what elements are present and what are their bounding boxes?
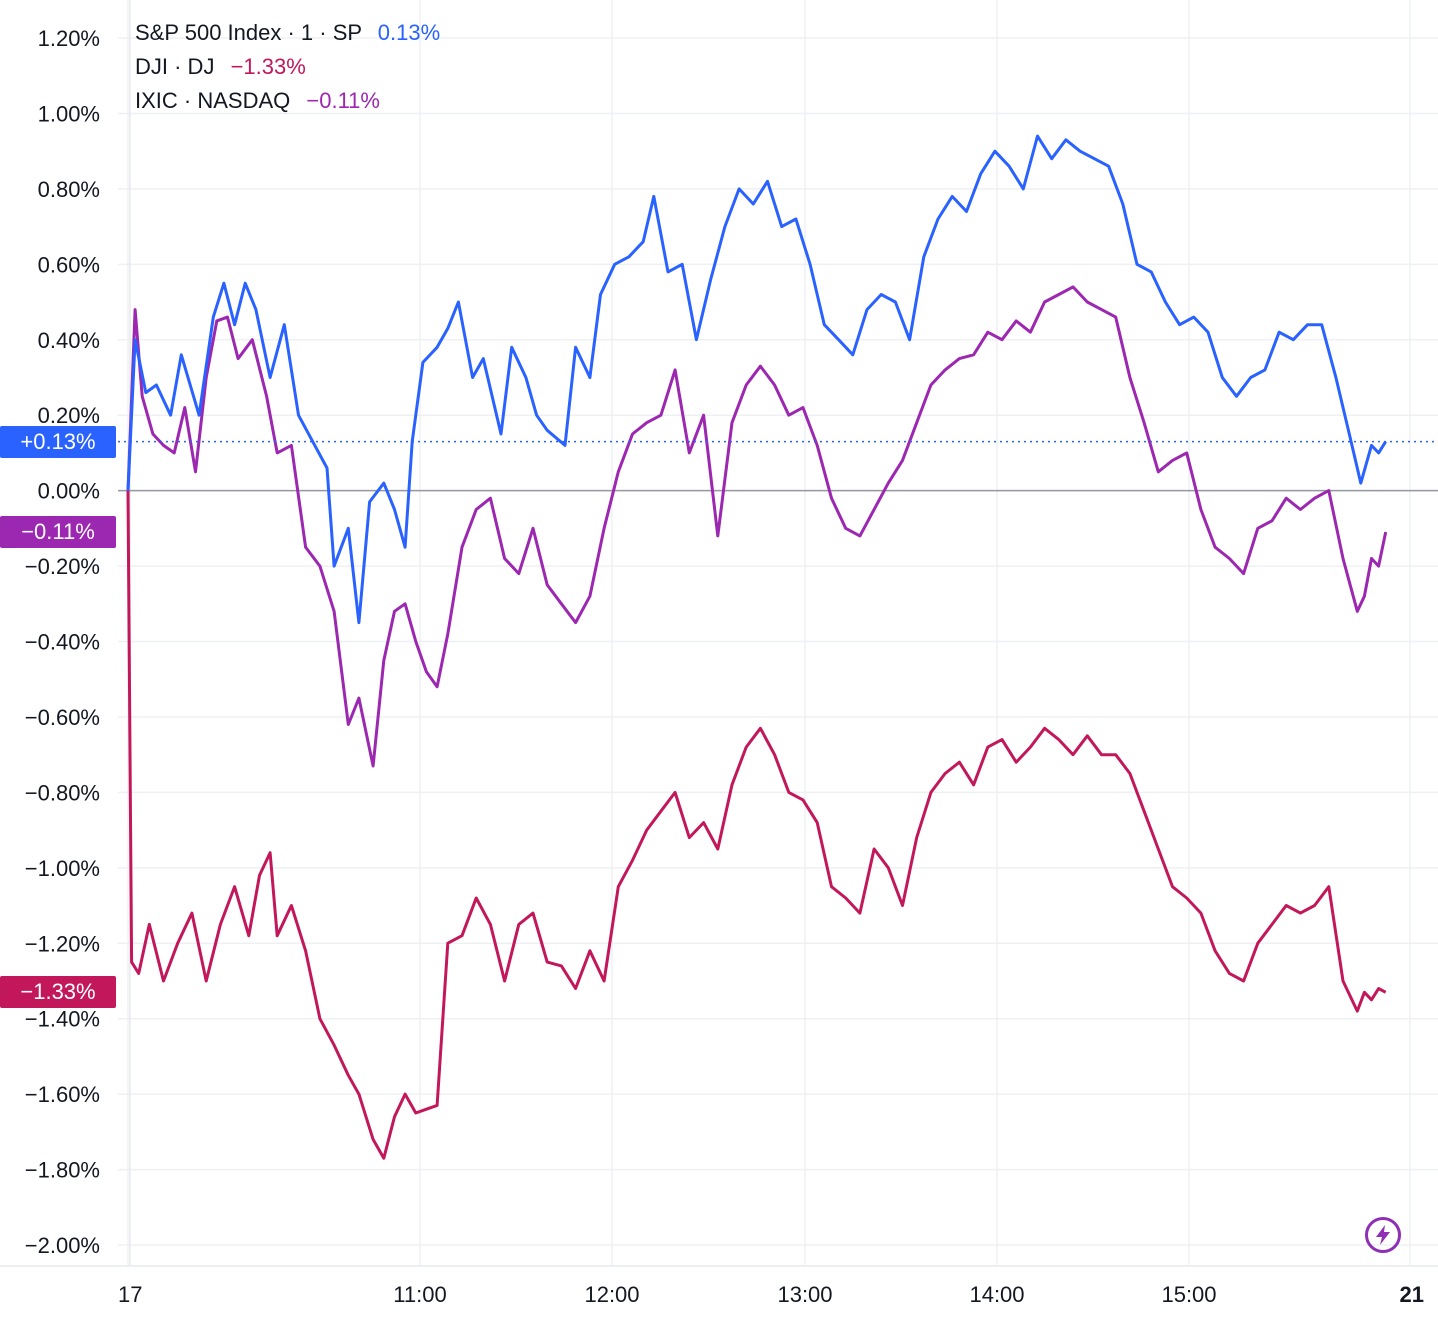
y-tick-label: 0.20% <box>38 403 100 428</box>
legend-row-ixic[interactable]: IXIC · NASDAQ −0.11% <box>135 84 440 118</box>
last-value-badge-dji: −1.33% <box>0 976 116 1008</box>
y-tick-label: −1.40% <box>25 1007 100 1032</box>
x-tick-label: 12:00 <box>584 1282 639 1307</box>
y-tick-label: −1.60% <box>25 1082 100 1107</box>
x-axis: 17 11:00 12:00 13:00 14:00 15:00 21 <box>118 1282 1424 1307</box>
series-lines <box>128 136 1386 1158</box>
x-tick-label: 15:00 <box>1161 1282 1216 1307</box>
y-tick-label: 1.20% <box>38 26 100 51</box>
y-axis: 1.20% 1.00% 0.80% 0.60% 0.40% 0.20% 0.00% −0.20… <box>25 26 100 1258</box>
x-tick-label: 11:00 <box>393 1282 446 1307</box>
legend-row-dji[interactable]: DJI · DJ −1.33% <box>135 50 440 84</box>
y-tick-label: −1.80% <box>25 1158 100 1183</box>
y-tick-label: 0.40% <box>38 328 100 353</box>
legend-value-ixic: −0.11% <box>306 88 380 113</box>
legend-value-sp500: 0.13% <box>378 20 440 45</box>
y-tick-label: 1.00% <box>38 101 100 126</box>
last-value-badge-ixic: −0.11% <box>0 516 116 548</box>
series-line-0 <box>128 136 1386 622</box>
y-tick-label: 0.60% <box>38 252 100 277</box>
x-tick-label: 14:00 <box>969 1282 1024 1307</box>
y-tick-label: −0.40% <box>25 630 100 655</box>
y-tick-label: −2.00% <box>25 1233 100 1258</box>
y-tick-label: −0.20% <box>25 554 100 579</box>
y-tick-label: −0.60% <box>25 705 100 730</box>
y-tick-label: 0.00% <box>38 479 100 504</box>
x-tick-label: 13:00 <box>777 1282 832 1307</box>
series-line-2 <box>128 287 1386 766</box>
last-value-badge-sp500: +0.13% <box>0 426 116 458</box>
grid <box>0 0 1438 1266</box>
legend-label-dji: DJI · DJ <box>135 54 214 79</box>
x-tick-label: 21 <box>1400 1282 1424 1307</box>
x-tick-label: 17 <box>118 1282 142 1307</box>
y-tick-label: 0.80% <box>38 177 100 202</box>
legend-row-sp500[interactable]: S&P 500 Index · 1 · SP 0.13% <box>135 16 440 50</box>
series-line-1 <box>128 491 1386 1159</box>
legend-value-dji: −1.33% <box>231 54 306 79</box>
legend-label-ixic: IXIC · NASDAQ <box>135 88 290 113</box>
legend-label-sp500: S&P 500 Index · 1 · SP <box>135 20 362 45</box>
legend: S&P 500 Index · 1 · SP 0.13% DJI · DJ −1… <box>135 16 440 118</box>
y-tick-label: −0.80% <box>25 780 100 805</box>
y-tick-label: −1.20% <box>25 931 100 956</box>
y-tick-label: −1.00% <box>25 856 100 881</box>
lightning-bolt-icon[interactable] <box>1365 1217 1401 1253</box>
lightning-bolt-glyph <box>1373 1224 1393 1246</box>
